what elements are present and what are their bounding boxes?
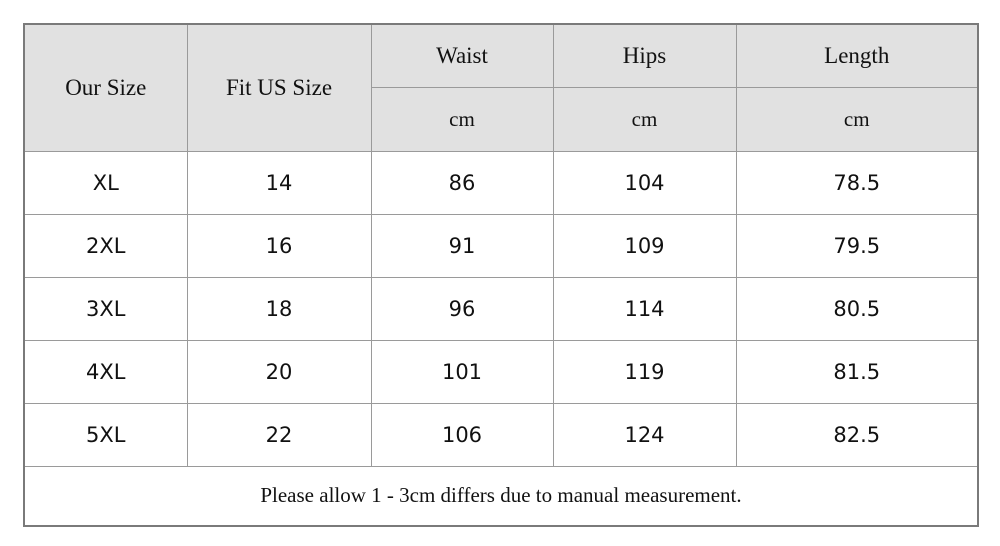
- data-cell: 14: [186, 150, 372, 215]
- data-cell: 5XL: [23, 402, 188, 467]
- data-cell: 101: [370, 339, 554, 404]
- header-cell: Fit US Size: [186, 23, 372, 152]
- data-cell: 124: [552, 402, 737, 467]
- header-row: Our Size Fit US Size Waist Hips Length: [23, 23, 979, 152]
- data-row: 5XL 22 106 124 82.5: [23, 402, 979, 467]
- size-table: Our Size Fit US Size Waist Hips Length c…: [23, 23, 979, 527]
- data-cell: 96: [370, 276, 554, 341]
- data-cell: XL: [23, 150, 188, 215]
- data-cell: 91: [370, 213, 554, 278]
- table-body: Our Size Fit US Size Waist Hips Length c…: [23, 23, 979, 526]
- data-cell: 106: [370, 402, 554, 467]
- data-cell: 20: [186, 339, 372, 404]
- size-chart: Our Size Fit US Size Waist Hips Length c…: [23, 23, 979, 527]
- data-cell: 2XL: [23, 213, 188, 278]
- note: Please allow 1 - 3cm differs due to manu…: [23, 465, 979, 526]
- data-cell: 114: [552, 276, 737, 341]
- data-cell: 78.5: [735, 150, 979, 215]
- header-cell: Waist: [370, 23, 554, 88]
- unit-cell: cm: [552, 86, 737, 152]
- data-row: 4XL 20 101 119 81.5: [23, 339, 979, 404]
- note-row: Please allow 1 - 3cm differs due to manu…: [23, 465, 979, 526]
- unit-cell: cm: [370, 86, 554, 152]
- data-cell: 86: [370, 150, 554, 215]
- header-cell: Length: [735, 23, 979, 88]
- data-cell: 104: [552, 150, 737, 215]
- data-cell: 82.5: [735, 402, 979, 467]
- data-cell: 3XL: [23, 276, 188, 341]
- unit-row: cm cm cm: [24, 86, 979, 152]
- header-cell: Our Size: [23, 23, 188, 152]
- data-cell: 80.5: [735, 276, 979, 341]
- data-row: 2XL 16 91 109 79.5: [23, 213, 979, 278]
- data-row: XL 14 86 104 78.5: [23, 150, 979, 215]
- data-cell: 119: [552, 339, 737, 404]
- unit-cell: cm: [735, 86, 979, 152]
- data-cell: 81.5: [735, 339, 979, 404]
- data-cell: 79.5: [735, 213, 979, 278]
- data-cell: 4XL: [23, 339, 188, 404]
- data-cell: 22: [186, 402, 372, 467]
- data-cell: 16: [186, 213, 372, 278]
- header-cell: Hips: [552, 23, 737, 88]
- data-cell: 18: [186, 276, 372, 341]
- data-cell: 109: [552, 213, 737, 278]
- data-row: 3XL 18 96 114 80.5: [23, 276, 979, 341]
